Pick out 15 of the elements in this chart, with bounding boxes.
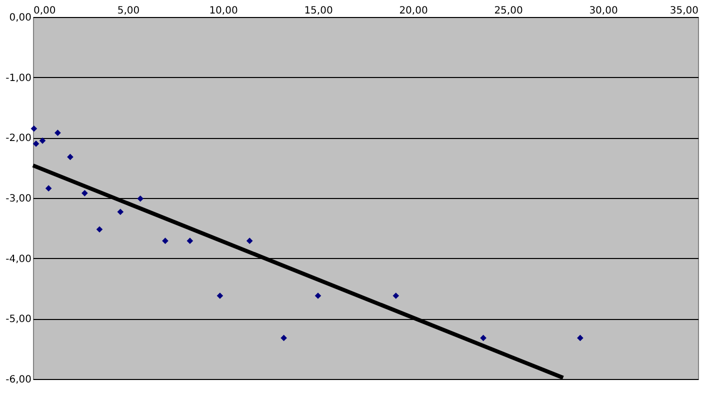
y-tick-label: -3,00 — [6, 194, 32, 204]
y-tick-label: -1,00 — [6, 72, 32, 84]
y-tick-label: 0,00 — [9, 12, 32, 24]
x-tick-label: 0,00 — [34, 6, 56, 16]
x-tick-label: 20,00 — [399, 6, 428, 16]
y-tick-label: -5,00 — [6, 314, 32, 326]
y-tick-label: -2,00 — [6, 133, 32, 144]
y-tick-label: -4,00 — [6, 254, 32, 265]
x-tick-label: 15,00 — [304, 6, 333, 16]
y-tick-label: -6,00 — [6, 374, 32, 386]
x-tick-label: 10,00 — [209, 6, 238, 16]
x-tick-label: 5,00 — [117, 6, 140, 16]
x-tick-label: 25,00 — [494, 6, 523, 16]
x-tick-label: 30,00 — [589, 6, 618, 16]
x-tick-label: 35,00 — [670, 6, 698, 16]
